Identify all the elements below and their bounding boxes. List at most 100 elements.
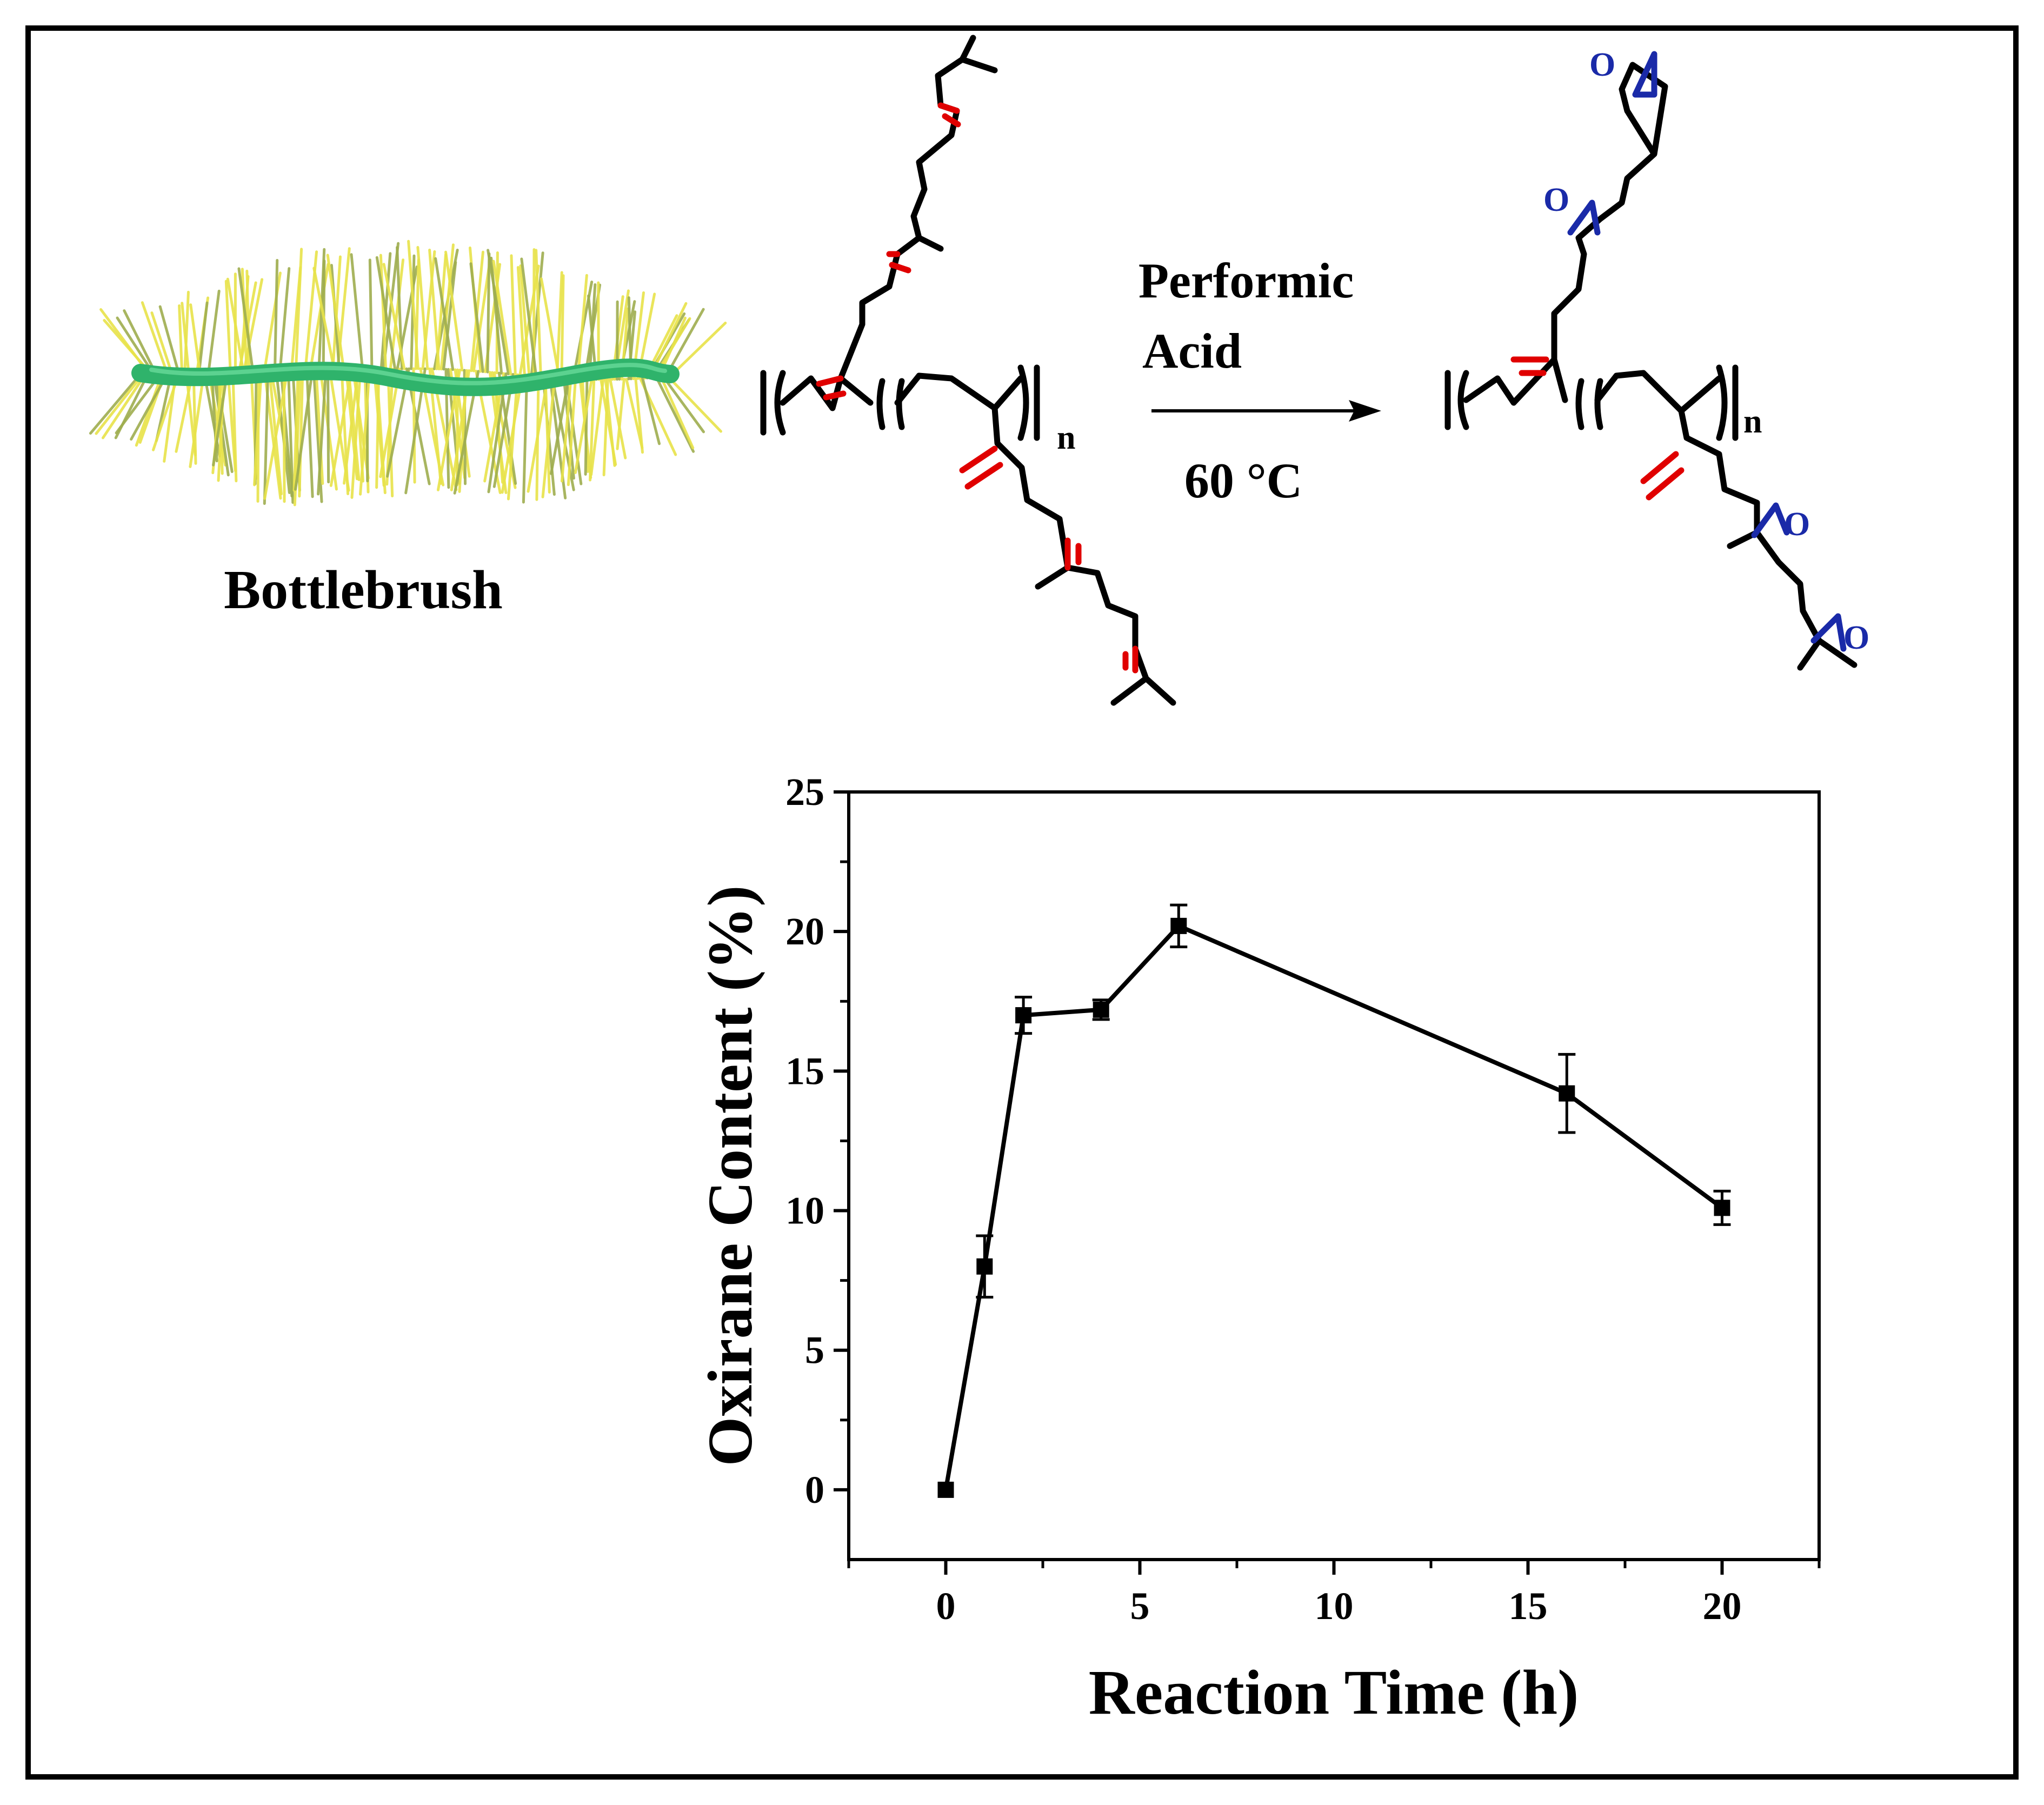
bristle [667,375,722,433]
bristle [519,264,531,377]
reaction-condition: 60 °C [1184,453,1302,508]
bristle [368,258,374,372]
bristle [350,369,362,499]
bristle [444,250,464,372]
series-line [943,923,1723,1490]
bristle [326,254,346,374]
bristle [263,376,288,500]
y-tick-label: 15 [785,1049,824,1093]
bristle [245,269,251,381]
bristle [359,369,371,496]
product-epoxide-oxygens: O O O O [1543,46,1869,656]
reagent-line2: Acid [1142,323,1242,378]
bristle [555,271,563,379]
bristle [95,372,144,435]
bristle [135,374,163,447]
bristle [241,268,249,381]
bristle [224,279,232,381]
data-point [1170,917,1187,934]
product-backbone [1463,356,1722,414]
bristle [560,377,572,483]
bristle [379,254,388,371]
bristle [189,303,202,381]
bristle [237,267,256,381]
bristle [641,377,661,445]
reactant-left-paren [774,370,786,436]
bristle [327,372,330,484]
bristle [101,373,147,439]
bristle [549,377,570,475]
bristle [609,378,627,459]
bristle [375,256,397,371]
bristle [115,374,161,435]
bristle [89,372,142,435]
bristle [315,374,324,485]
y-tick-label: 20 [785,910,824,953]
bristle [287,376,295,504]
series-layer [937,903,1731,1498]
bristle [298,375,304,498]
reactant-repeat-n: n [1057,419,1075,456]
bristle [602,378,609,477]
bristle [150,311,175,378]
epoxide-oxygen-4: O [1843,620,1869,656]
reactant-upper-chain [837,35,998,382]
bristle [634,377,644,454]
bristle [382,263,406,370]
bristle [655,376,695,453]
bristle [212,378,228,467]
bristle [141,301,170,378]
data-point [976,1258,993,1275]
bristle [576,274,588,381]
reactant-right-paren [1017,364,1029,441]
epoxide-oxygen-3: O [1784,506,1810,543]
bristle [317,372,327,496]
y-axis-ticks: 0 5 10 15 20 25 [785,770,849,1511]
bristle [486,252,491,374]
data-point [1714,1200,1730,1216]
bristle [540,277,561,379]
bristle [421,250,436,370]
x-tick-label: 10 [1315,1584,1354,1628]
bristle [294,248,303,378]
bristle [469,262,484,374]
bristle [294,374,314,491]
y-tick-label: 25 [785,770,824,814]
reactant-backbone [780,372,1024,411]
bristle [520,257,538,378]
bristle [407,239,420,370]
bristle [189,377,205,468]
bristle [434,257,455,371]
x-axis-ticks: 0 5 10 15 20 [847,1560,1821,1628]
product-double-bonds [1510,356,1685,501]
bristle [522,374,529,504]
bristle [535,249,542,378]
chart: 0 5 10 15 20 0 5 10 15 20 25 Reaction Time (h) Ox… [695,770,1821,1728]
reactant-double-bonds [816,102,1138,674]
bristle [616,377,625,450]
y-axis-title: Oxirane Content (%) [695,885,765,1467]
bristle [584,378,589,476]
figure-frame [25,25,2019,1780]
bristle [152,376,179,451]
product-epoxides [1567,51,1847,652]
bristle [442,261,457,371]
product-upper-chain [1551,62,1668,363]
bristle [130,375,168,441]
bristle [181,302,191,379]
bristle [375,368,381,489]
bristle [544,376,551,494]
bristle [158,305,182,379]
plot-area-frame [847,790,1821,1561]
bristle [175,377,193,453]
bristle [263,377,269,505]
bristle [278,267,291,379]
bristle [347,370,361,481]
reagent-line1: Performic [1138,253,1354,308]
bristle [231,378,238,483]
bristle [123,309,158,377]
data-point [1015,1007,1032,1024]
x-axis-title: Reaction Time (h) [1089,1657,1579,1728]
bristle [178,304,184,379]
